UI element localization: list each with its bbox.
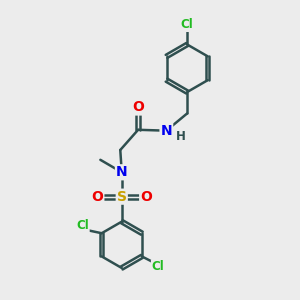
Text: O: O: [132, 100, 144, 115]
Text: N: N: [160, 124, 172, 138]
Text: Cl: Cl: [181, 18, 194, 31]
Text: H: H: [176, 130, 186, 142]
Text: Cl: Cl: [76, 219, 89, 232]
Text: O: O: [92, 190, 103, 204]
Text: N: N: [116, 165, 128, 179]
Text: Cl: Cl: [152, 260, 165, 273]
Text: O: O: [140, 190, 152, 204]
Text: S: S: [117, 190, 127, 204]
